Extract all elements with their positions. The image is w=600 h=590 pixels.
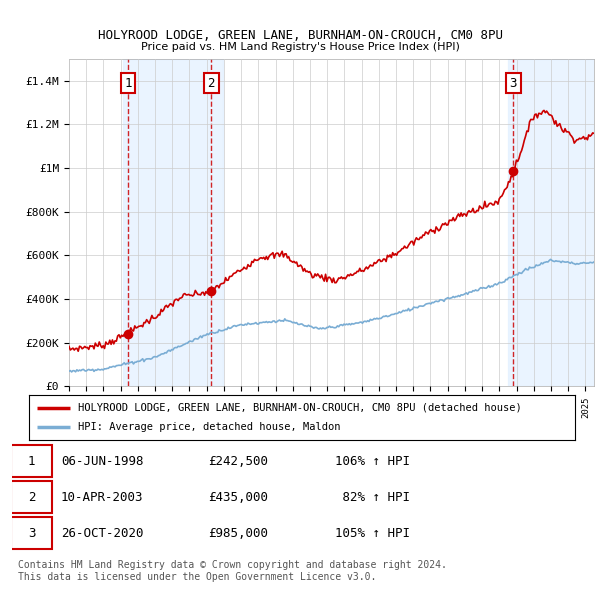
Text: Contains HM Land Registry data © Crown copyright and database right 2024.: Contains HM Land Registry data © Crown c… <box>18 560 447 569</box>
Text: HPI: Average price, detached house, Maldon: HPI: Average price, detached house, Mald… <box>78 422 340 432</box>
Text: HOLYROOD LODGE, GREEN LANE, BURNHAM-ON-CROUCH, CM0 8PU: HOLYROOD LODGE, GREEN LANE, BURNHAM-ON-C… <box>97 29 503 42</box>
Text: 3: 3 <box>28 527 35 540</box>
Text: Price paid vs. HM Land Registry's House Price Index (HPI): Price paid vs. HM Land Registry's House … <box>140 42 460 52</box>
Text: 2: 2 <box>208 77 215 90</box>
Text: 3: 3 <box>509 77 517 90</box>
FancyBboxPatch shape <box>11 517 52 549</box>
Text: 82% ↑ HPI: 82% ↑ HPI <box>335 490 410 504</box>
Bar <box>123 59 223 386</box>
Text: 06-JUN-1998: 06-JUN-1998 <box>61 454 143 467</box>
Text: 1: 1 <box>124 77 132 90</box>
Text: £242,500: £242,500 <box>208 454 268 467</box>
Text: 106% ↑ HPI: 106% ↑ HPI <box>335 454 410 467</box>
FancyBboxPatch shape <box>11 445 52 477</box>
Text: £435,000: £435,000 <box>208 490 268 504</box>
Text: £985,000: £985,000 <box>208 527 268 540</box>
Text: 26-OCT-2020: 26-OCT-2020 <box>61 527 143 540</box>
Bar <box>508 59 594 386</box>
Text: This data is licensed under the Open Government Licence v3.0.: This data is licensed under the Open Gov… <box>18 572 376 582</box>
FancyBboxPatch shape <box>11 481 52 513</box>
Text: 10-APR-2003: 10-APR-2003 <box>61 490 143 504</box>
Text: 105% ↑ HPI: 105% ↑ HPI <box>335 527 410 540</box>
Text: 2: 2 <box>28 490 35 504</box>
Text: 1: 1 <box>28 454 35 467</box>
Text: HOLYROOD LODGE, GREEN LANE, BURNHAM-ON-CROUCH, CM0 8PU (detached house): HOLYROOD LODGE, GREEN LANE, BURNHAM-ON-C… <box>78 403 521 412</box>
